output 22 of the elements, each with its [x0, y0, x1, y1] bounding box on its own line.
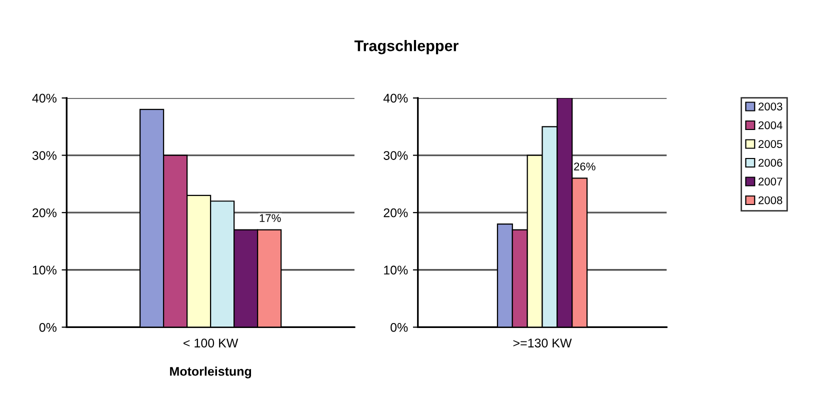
data-label: 17% [260, 214, 281, 222]
y-tick-label: 30% [32, 151, 56, 160]
data-label: 26% [574, 162, 596, 170]
y-tick-label: 0% [390, 322, 408, 332]
legend-label: 2008 [758, 196, 782, 204]
y-tick-label: 0% [39, 322, 56, 332]
y-tick-label: 10% [32, 266, 56, 275]
legend-label: 2007 [758, 178, 782, 186]
x-axis-title: Motorleistung [170, 366, 252, 378]
y-tick-label: 10% [384, 266, 408, 275]
y-tick-label: 40% [32, 94, 56, 103]
legend-label: 2004 [758, 121, 782, 130]
y-tick-label: 40% [383, 94, 408, 103]
x-tick-label: < 100 KW [184, 338, 238, 348]
legend-label: 2005 [758, 140, 782, 148]
y-tick-label: 20% [32, 208, 56, 218]
legend-label: 2006 [758, 158, 782, 167]
text: Tragschlepper [354, 40, 458, 54]
y-tick-label: 30% [384, 151, 408, 160]
legend-label: 2003 [758, 102, 782, 110]
y-tick-label: 20% [384, 208, 408, 218]
x-tick-label: >=130 KW [513, 338, 572, 348]
